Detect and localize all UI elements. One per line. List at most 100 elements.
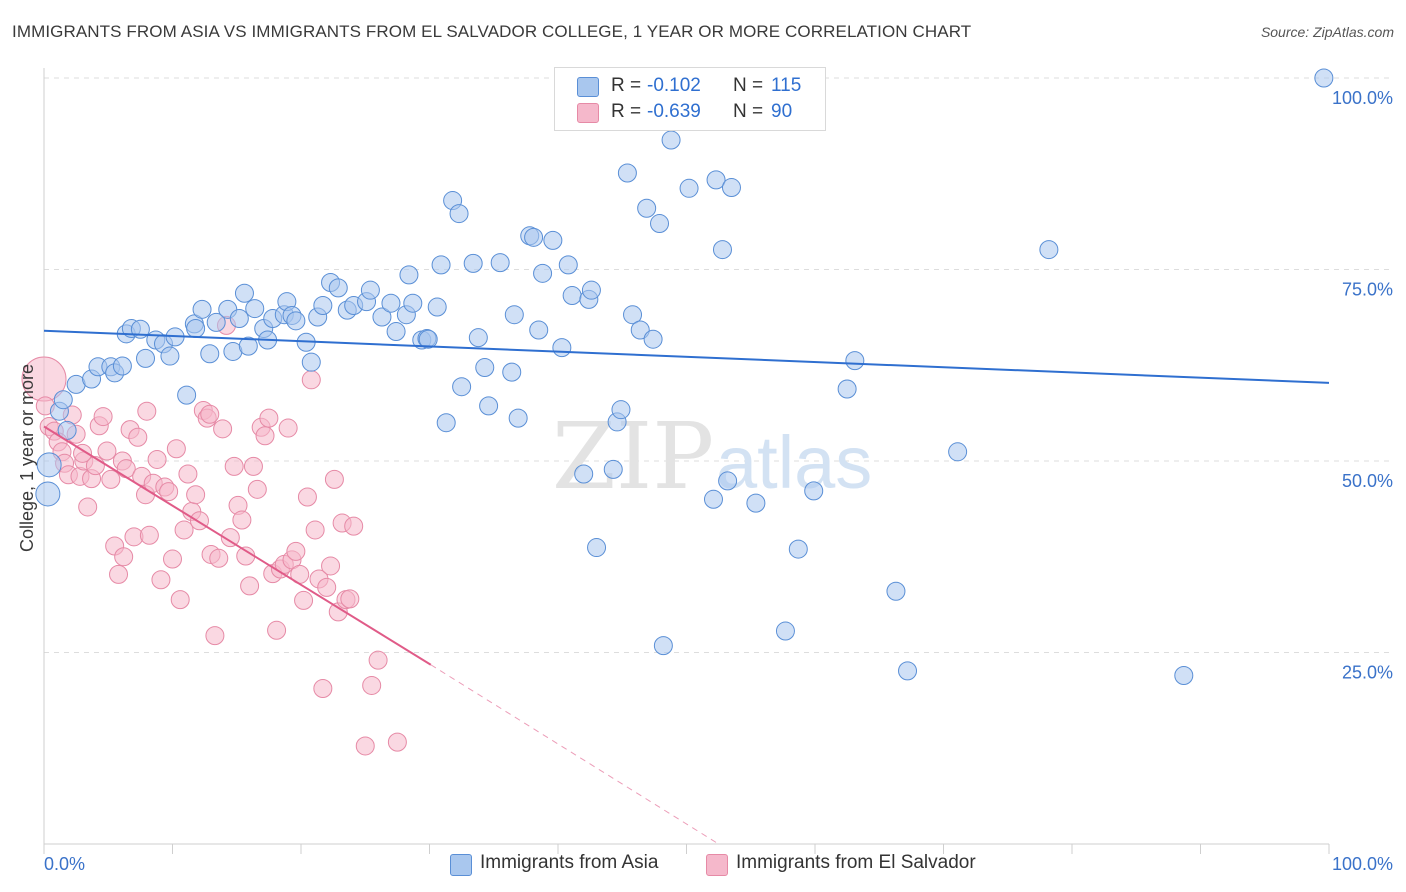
asia-point [418,329,438,349]
salvador-point [340,589,360,609]
y-tick-label: 50.0% [1342,471,1393,491]
salvador-point [240,576,260,596]
correlation-legend: R = -0.102 N = 115 R = -0.639 N = 90 [554,67,826,131]
asia-point [637,198,657,218]
asia-point [136,348,156,368]
asia-points [35,68,1334,685]
asia-point [160,346,180,366]
asia-point [386,322,406,342]
asia-point [1174,665,1194,685]
salvador-point [93,407,113,427]
asia-point [558,255,578,275]
salvador-point [205,626,225,646]
y-tick-label: 25.0% [1342,663,1393,683]
salvador-point [278,418,298,438]
salvador-point [73,443,93,463]
asia-point [746,493,766,513]
asia-point [381,293,401,313]
asia-point [463,253,483,273]
salvador-point [255,426,275,446]
bottom-legend-label-asia: Immigrants from Asia [480,852,659,873]
asia-point [35,481,61,507]
salvador-point [137,401,157,421]
salvador-point [259,408,279,428]
salvador-point [166,439,186,459]
salvador-point [139,525,159,545]
asia-point [524,227,544,247]
salvador-point [301,370,321,390]
asia-point [200,344,220,364]
legend-n-label: N = [733,101,764,122]
bottom-legend-swatch-salvador [706,854,728,876]
asia-point [468,328,488,348]
asia-point [436,413,456,433]
asia-trend-line [43,329,1330,384]
salvador-point [163,549,182,569]
bottom-legend-swatch-asia [450,854,472,876]
salvador-point [324,469,344,489]
tick-labels: 25.0% 50.0% 75.0% 100.0% 0.0% 100.0% [44,88,1393,874]
salvador-point [317,577,337,597]
salvador-point [109,564,129,584]
salvador-point [209,548,229,568]
salvador-trend-line [43,425,432,666]
asia-point [661,130,681,150]
asia-point [490,253,510,273]
asia-point [449,204,469,224]
salvador-point [368,650,388,670]
asia-point [804,481,824,501]
salvador-point [247,479,267,499]
bottom-legend-label-salvador: Immigrants from El Salvador [736,852,976,873]
salvador-point [267,620,287,640]
salvador-point [159,482,179,502]
asia-point [845,351,865,371]
asia-point [475,358,495,378]
asia-point [1039,240,1059,260]
watermark-atlas: atlas [716,421,872,504]
asia-point [328,278,348,298]
salvador-point [344,516,364,536]
asia-point [611,400,631,420]
asia-point [502,362,522,382]
asia-point [399,265,419,285]
asia-point [623,305,643,325]
asia-point [479,396,499,416]
salvador-point [114,547,134,567]
asia-point [679,178,699,198]
asia-point [630,320,650,340]
salvador-point [313,679,333,699]
salvador-points [21,315,407,756]
trend-lines [43,329,1330,845]
asia-point [427,297,447,317]
salvador-point [321,556,341,576]
chart-title: IMMIGRANTS FROM ASIA VS IMMIGRANTS FROM … [12,22,972,41]
asia-point [837,379,857,399]
asia-point [587,538,607,558]
salvador-point [224,456,244,476]
asia-point [504,305,524,325]
salvador-point [78,497,98,517]
legend-r-value-salvador: -0.639 [647,101,701,122]
asia-point [706,170,726,190]
asia-point [721,178,741,198]
asia-point [574,464,594,484]
asia-point [650,214,670,234]
asia-point [452,377,472,397]
asia-point [562,286,582,306]
salvador-point [170,590,190,610]
salvador-point [286,541,306,561]
asia-point [703,489,723,509]
asia-point [301,352,321,372]
asia-point [229,309,249,329]
asia-point [543,230,563,250]
legend-r-label: R = [611,75,642,96]
salvador-point [186,485,206,505]
watermark: ZIP atlas [552,403,872,510]
asia-point [533,263,553,283]
asia-point [643,329,663,349]
salvador-point [297,487,317,507]
salvador-point [151,570,171,590]
y-axis-label: College, 1 year or more [17,364,37,552]
asia-point [245,299,265,319]
